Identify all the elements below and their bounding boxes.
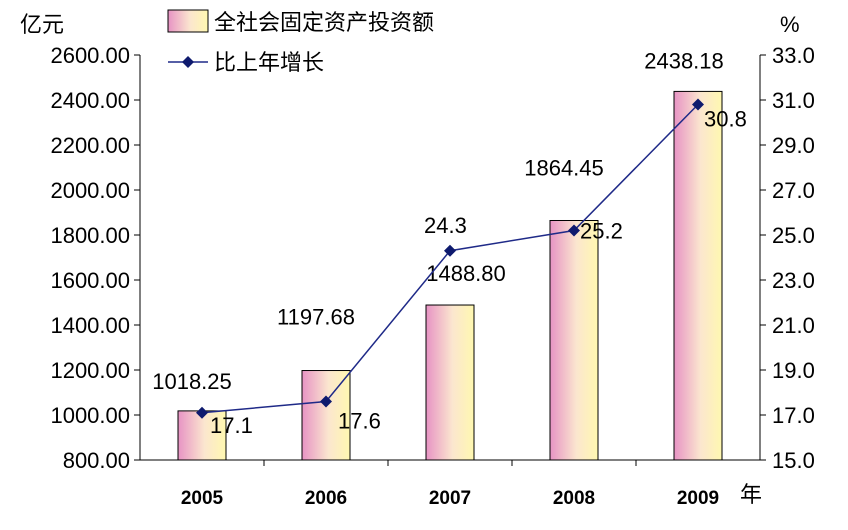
legend-line-marker xyxy=(182,56,194,68)
bar-value-label: 1197.68 xyxy=(277,305,355,330)
y-left-unit: 亿元 xyxy=(20,12,64,37)
bar-value-label: 1864.45 xyxy=(524,155,604,180)
line-marker xyxy=(444,244,456,257)
y-left-tick-label: 1000.00 xyxy=(50,403,130,428)
y-left-tick-label: 2600.00 xyxy=(50,43,130,68)
y-right-tick-label: 29.0 xyxy=(772,133,815,158)
y-left-tick-label: 2200.00 xyxy=(50,133,130,158)
legend: 全社会固定资产投资额 比上年增长 xyxy=(167,9,434,75)
line-value-label: 24.3 xyxy=(424,213,467,238)
bar xyxy=(177,410,227,461)
y-left-tick-label: 1800.00 xyxy=(50,223,130,248)
bar-value-label: 1018.25 xyxy=(152,369,232,394)
y-right-tick-label: 19.0 xyxy=(772,358,815,383)
legend-line-label: 比上年增长 xyxy=(214,50,324,75)
line-value-label: 30.8 xyxy=(704,107,747,132)
line-value-label: 25.2 xyxy=(580,219,623,244)
y-right-tick-label: 23.0 xyxy=(772,268,815,293)
bar xyxy=(673,90,723,461)
y-right-ticks: 15.0 17.0 19.0 21.0 23.0 25.0 27.0 29.0 31.0 33.0 xyxy=(760,43,815,473)
y-left-tick-label: 800.00 xyxy=(63,448,130,473)
y-right-tick-label: 27.0 xyxy=(772,178,815,203)
y-left-tick-label: 1600.00 xyxy=(50,268,130,293)
x-tick-label: 2006 xyxy=(305,488,347,509)
bar xyxy=(549,219,599,461)
legend-bar-swatch xyxy=(167,9,209,33)
x-tick-label: 2009 xyxy=(677,488,719,509)
y-right-tick-label: 15.0 xyxy=(772,448,815,473)
line-value-label: 17.6 xyxy=(338,409,381,434)
x-tick-label: 2008 xyxy=(553,488,595,509)
x-axis-unit: 年 xyxy=(740,482,762,507)
y-right-tick-label: 31.0 xyxy=(772,88,815,113)
y-right-tick-label: 21.0 xyxy=(772,313,815,338)
line-marker xyxy=(568,224,580,237)
line-marker xyxy=(692,98,704,111)
legend-bar-label: 全社会固定资产投资额 xyxy=(214,10,434,35)
y-right-unit: % xyxy=(780,12,800,37)
y-right-tick-label: 25.0 xyxy=(772,223,815,248)
x-axis-labels: 2005 2006 2007 2008 2009 xyxy=(181,460,719,509)
x-tick-label: 2005 xyxy=(181,488,224,509)
y-left-tick-label: 1200.00 xyxy=(50,358,130,383)
line-marker xyxy=(320,395,332,408)
x-tick-label: 2007 xyxy=(429,488,471,509)
y-left-tick-label: 1400.00 xyxy=(50,313,130,338)
bar xyxy=(425,304,475,461)
line-marker xyxy=(196,406,208,419)
bar xyxy=(301,370,351,461)
line-value-label: 17.1 xyxy=(210,413,253,438)
y-left-tick-label: 2400.00 xyxy=(50,88,130,113)
bar-series: 1018.25 1197.68 1488.80 1864.45 2438.18 xyxy=(152,48,724,461)
y-right-tick-label: 17.0 xyxy=(772,403,815,428)
line-series: 17.1 17.6 24.3 25.2 30.8 xyxy=(196,98,747,438)
y-left-tick-label: 2000.00 xyxy=(50,178,130,203)
bar-value-label: 2438.18 xyxy=(644,48,724,73)
y-right-tick-label: 33.0 xyxy=(772,43,815,68)
bar-value-label: 1488.80 xyxy=(426,261,506,286)
y-left-ticks: 800.00 1000.00 1200.00 1400.00 1600.00 1800.0… xyxy=(50,43,140,473)
